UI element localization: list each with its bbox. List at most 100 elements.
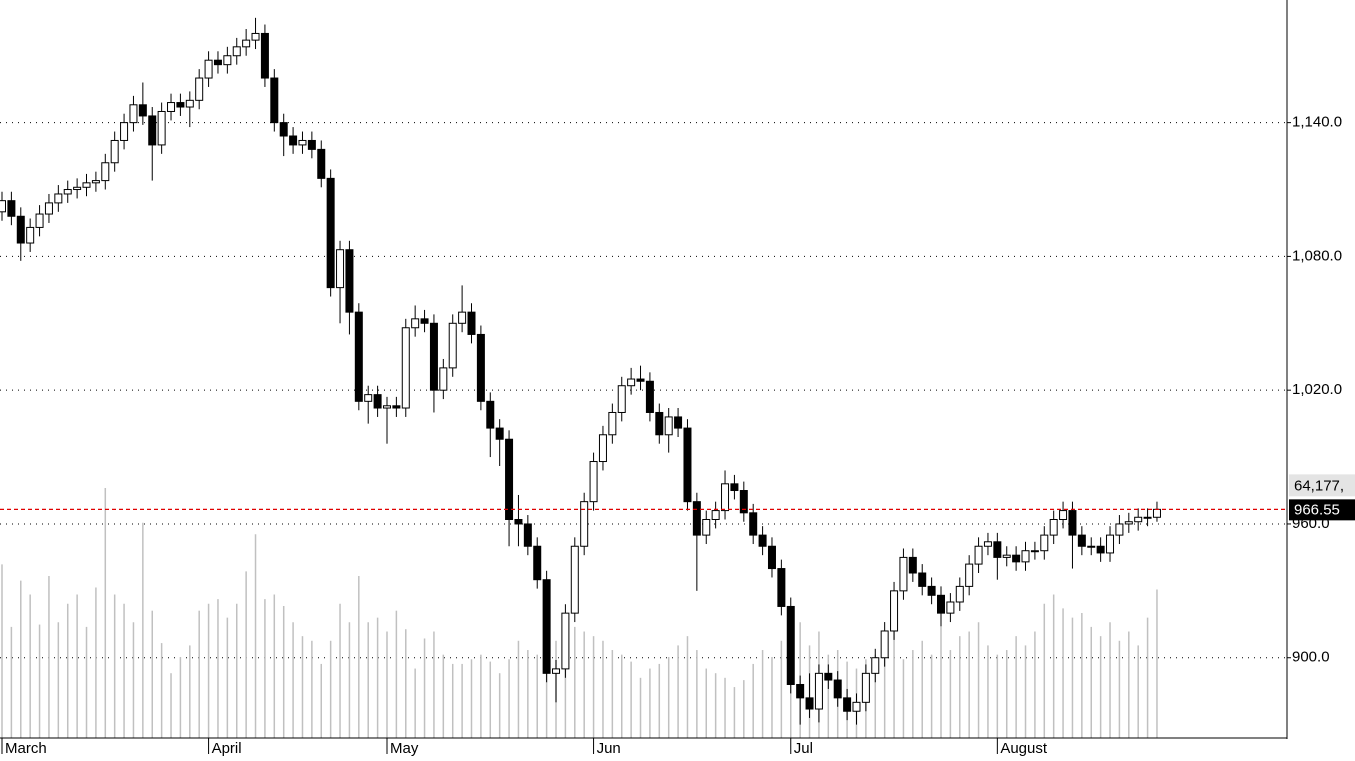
x-tick-label: August	[1000, 740, 1048, 757]
candle-body	[561, 612, 570, 670]
candle-body	[317, 148, 326, 179]
volume-label-box	[1289, 474, 1355, 497]
candle-body	[251, 32, 260, 41]
candle-body	[73, 186, 82, 191]
candle-body	[552, 668, 561, 674]
candle-body	[429, 322, 438, 391]
candle-body	[392, 405, 401, 409]
candle-body	[674, 416, 683, 429]
y-tick-label: 1,020.0	[1292, 381, 1342, 398]
candle-body	[1059, 510, 1068, 520]
candle-body	[448, 322, 457, 369]
candle-body	[824, 672, 833, 681]
last-price-label: 966.55	[1294, 501, 1340, 518]
last-price-box	[1289, 499, 1355, 521]
candle-body	[148, 115, 157, 146]
candle-body	[598, 434, 607, 463]
candle-body	[721, 483, 730, 512]
candle-body	[908, 556, 917, 574]
candle-body	[796, 683, 805, 699]
candle-body	[580, 501, 589, 547]
candle-body	[82, 182, 91, 188]
candle-body	[993, 541, 1002, 558]
candle-body	[636, 378, 645, 382]
candle-body	[289, 135, 298, 146]
candle-body	[467, 311, 476, 335]
candle-body	[63, 189, 72, 195]
candle-body	[157, 110, 166, 146]
candle-body	[336, 249, 345, 289]
candle-body	[937, 594, 945, 614]
candle-body	[927, 585, 936, 596]
candle-body	[411, 318, 420, 329]
candle-body	[739, 490, 748, 514]
candle-body	[129, 104, 138, 124]
x-tick-label: Jun	[597, 740, 621, 757]
candle-body	[1087, 545, 1096, 548]
candle-body	[382, 405, 391, 409]
candle-body	[373, 394, 382, 409]
candle-body	[974, 545, 983, 565]
candle-body	[749, 512, 758, 536]
y-tick-label: 1,080.0	[1292, 247, 1342, 264]
candle-body	[176, 102, 185, 108]
candle-body	[232, 46, 241, 57]
candle-body	[35, 213, 44, 228]
candle-body	[420, 318, 429, 324]
candle-body	[983, 541, 992, 547]
candle-body	[833, 679, 842, 699]
candle-body	[645, 380, 654, 413]
candle-body	[664, 416, 673, 436]
candle-body	[167, 102, 176, 112]
candle-body	[777, 568, 786, 607]
candle-body	[204, 59, 213, 79]
x-tick-label: Jul	[794, 740, 813, 757]
candle-body	[439, 367, 448, 391]
candle-body	[270, 77, 279, 124]
candle-body	[0, 200, 6, 213]
candle-body	[1115, 523, 1124, 536]
candle-body	[110, 139, 119, 164]
candle-body	[195, 77, 204, 101]
candle-body	[1049, 518, 1058, 536]
candle-body	[213, 59, 222, 66]
candle-body	[852, 701, 861, 712]
candle-body	[1030, 550, 1039, 553]
candle-body	[758, 534, 767, 547]
candle-body	[1002, 554, 1011, 558]
y-tick-label: 900.0	[1292, 649, 1330, 666]
candle-body	[1012, 554, 1021, 563]
candle-body	[843, 697, 852, 712]
candle-body	[570, 545, 579, 614]
candle-body	[1040, 534, 1049, 552]
candle-body	[1124, 521, 1133, 525]
candle-body	[814, 672, 823, 710]
candle-body	[1077, 534, 1086, 547]
candle-body	[458, 311, 467, 324]
candle-body	[223, 55, 232, 66]
candle-body	[345, 249, 354, 313]
candle-body	[505, 438, 514, 520]
candle-body	[91, 180, 100, 184]
candle-body	[692, 501, 701, 536]
candle-body	[523, 523, 532, 547]
candle-body	[44, 202, 53, 215]
candle-body	[702, 518, 711, 536]
candle-body	[26, 226, 35, 244]
candle-body	[1021, 550, 1030, 563]
candle-body	[946, 601, 955, 614]
candle-body	[890, 590, 899, 632]
candle-body	[627, 378, 636, 387]
candle-body	[655, 411, 664, 436]
candle-body	[54, 193, 63, 204]
candle-body	[7, 200, 16, 217]
candle-body	[476, 333, 485, 402]
candle-body	[1068, 510, 1077, 536]
candle-body	[298, 139, 307, 146]
candle-body	[786, 605, 795, 685]
candle-body	[495, 427, 504, 440]
candle-body	[965, 563, 974, 587]
candle-body	[767, 545, 776, 570]
